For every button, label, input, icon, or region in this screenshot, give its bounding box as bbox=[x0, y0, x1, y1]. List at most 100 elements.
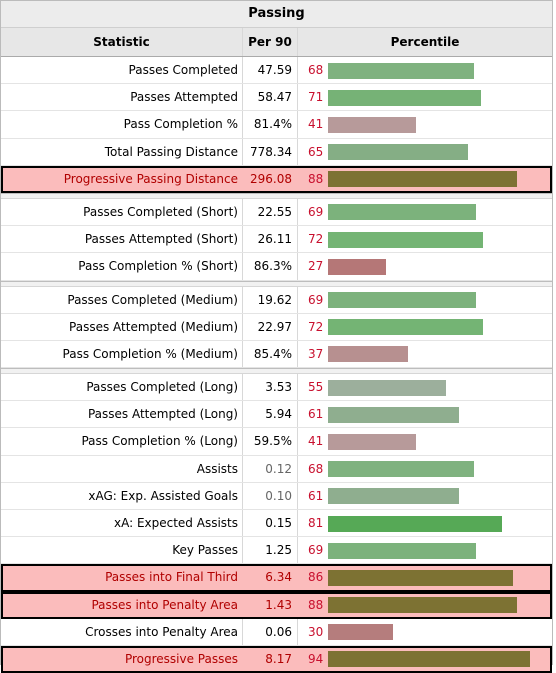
stat-label: Passes Completed bbox=[128, 63, 238, 77]
table-body: Passes Completed 47.59 68 Passes Attempted 5… bbox=[1, 57, 552, 673]
percentile-value: 55 bbox=[308, 380, 324, 395]
percentile-cell: 61 bbox=[298, 483, 552, 509]
percentile-cell: 69 bbox=[298, 287, 552, 313]
percentile-value: 88 bbox=[308, 597, 324, 612]
percentile-bar bbox=[328, 204, 476, 221]
percentile-bar bbox=[328, 144, 468, 161]
group-separator bbox=[1, 280, 552, 287]
percentile-value: 68 bbox=[308, 461, 324, 476]
percentile-value: 69 bbox=[308, 543, 324, 558]
per90-value: 0.06 bbox=[242, 618, 298, 645]
table-title: Passing bbox=[1, 1, 552, 28]
stat-label: Assists bbox=[196, 461, 238, 476]
percentile-cell: 65 bbox=[298, 139, 552, 165]
percentile-cell: 71 bbox=[298, 84, 552, 110]
stat-label: Progressive Passing Distance bbox=[63, 171, 238, 186]
stat-label: Passes into Penalty Area bbox=[91, 597, 238, 612]
stat-label: Total Passing Distance bbox=[104, 144, 238, 159]
stat-label: Passes into Final Third bbox=[105, 570, 238, 585]
table-row: Passes Attempted (Long) 5.94 61 bbox=[1, 401, 552, 429]
percentile-bar bbox=[328, 292, 476, 308]
percentile-value: 41 bbox=[308, 117, 324, 132]
per90-value: 1.43 bbox=[265, 597, 292, 612]
table-row: xAG: Exp. Assisted Goals 0.10 61 bbox=[1, 482, 552, 510]
table-row: Passes Completed (Long) 3.53 55 bbox=[1, 374, 552, 402]
per90-value: 6.34 bbox=[265, 570, 292, 585]
table-row: Pass Completion % 81.4% 41 bbox=[1, 111, 552, 139]
percentile-cell: 68 bbox=[298, 57, 552, 83]
percentile-bar bbox=[328, 62, 474, 79]
stat-label: Passes Attempted (Medium) bbox=[69, 319, 238, 334]
stat-label: Passes Attempted (Long) bbox=[87, 407, 238, 422]
percentile-bar bbox=[328, 569, 513, 586]
percentile-cell: 27 bbox=[298, 253, 552, 279]
table-row: Pass Completion % (Short) 86.3% 27 bbox=[1, 253, 552, 281]
percentile-value: 65 bbox=[308, 144, 324, 159]
percentile-cell: 81 bbox=[298, 510, 552, 536]
percentile-bar bbox=[328, 433, 416, 450]
percentile-value: 72 bbox=[308, 319, 324, 334]
percentile-bar bbox=[328, 542, 476, 559]
per90-value: 22.55 bbox=[242, 198, 298, 226]
per90-value: 778.34 bbox=[242, 138, 298, 165]
table-row: Passes Attempted 58.47 71 bbox=[1, 84, 552, 112]
stat-label: xAG: Exp. Assisted Goals bbox=[88, 488, 238, 503]
percentile-cell: 72 bbox=[298, 226, 552, 252]
table-row: Passes Completed (Short) 22.55 69 bbox=[1, 198, 552, 227]
per90-value: 58.47 bbox=[242, 84, 298, 111]
per90-value: 81.4% bbox=[242, 111, 298, 138]
percentile-cell: 69 bbox=[298, 537, 552, 563]
percentile-value: 68 bbox=[308, 63, 324, 77]
percentile-cell: 88 bbox=[298, 166, 552, 192]
percentile-cell: 86 bbox=[298, 564, 552, 590]
stat-label: xA: Expected Assists bbox=[113, 516, 238, 530]
percentile-value: 69 bbox=[308, 292, 324, 307]
stat-label: Pass Completion % (Medium) bbox=[62, 346, 238, 361]
table-row: Passes Completed (Medium) 19.62 69 bbox=[1, 286, 552, 314]
group-separator bbox=[1, 192, 552, 199]
stat-label: Pass Completion % (Long) bbox=[81, 434, 238, 449]
header-percentile[interactable]: Percentile bbox=[390, 35, 460, 49]
table-row: Crosses into Penalty Area 0.06 30 bbox=[1, 618, 552, 646]
table-row: Key Passes 1.25 69 bbox=[1, 537, 552, 565]
stat-label: Passes Completed (Long) bbox=[86, 380, 238, 395]
table-row: Pass Completion % (Long) 59.5% 41 bbox=[1, 428, 552, 456]
header-statistic[interactable]: Statistic bbox=[93, 35, 150, 49]
stat-label: Passes Completed (Short) bbox=[83, 204, 238, 219]
percentile-value: 41 bbox=[308, 434, 324, 449]
percentile-value: 94 bbox=[308, 651, 324, 666]
stat-label: Passes Completed (Medium) bbox=[67, 292, 238, 307]
table-row: Passes into Penalty Area 1.43 88 bbox=[1, 591, 552, 619]
stat-label: Passes Attempted (Short) bbox=[84, 232, 238, 247]
percentile-cell: 30 bbox=[298, 619, 552, 645]
percentile-bar bbox=[328, 406, 459, 423]
per90-value: 85.4% bbox=[242, 340, 298, 368]
percentile-bar bbox=[328, 231, 483, 248]
percentile-bar bbox=[328, 89, 481, 106]
stat-label: Pass Completion % (Short) bbox=[78, 259, 238, 274]
percentile-value: 72 bbox=[308, 232, 324, 247]
percentile-value: 27 bbox=[308, 259, 324, 274]
percentile-value: 37 bbox=[308, 346, 324, 361]
per90-value: 86.3% bbox=[242, 253, 298, 280]
group-separator bbox=[1, 368, 552, 375]
per90-value: 296.08 bbox=[250, 171, 292, 186]
per90-value: 3.53 bbox=[242, 374, 298, 401]
stat-label: Progressive Passes bbox=[124, 651, 238, 666]
per90-value: 0.12 bbox=[242, 455, 298, 482]
percentile-bar bbox=[328, 258, 386, 275]
per90-value: 0.15 bbox=[242, 510, 298, 537]
header-per90[interactable]: Per 90 bbox=[242, 28, 298, 56]
percentile-bar bbox=[328, 379, 446, 396]
stat-label: Passes Attempted bbox=[130, 90, 238, 105]
percentile-cell: 68 bbox=[298, 456, 552, 482]
percentile-value: 30 bbox=[308, 624, 324, 639]
percentile-value: 69 bbox=[308, 204, 324, 219]
percentile-cell: 94 bbox=[298, 646, 552, 672]
percentile-bar bbox=[328, 461, 474, 478]
table-row: Passes Completed 47.59 68 bbox=[1, 57, 552, 85]
percentile-value: 81 bbox=[308, 516, 324, 530]
percentile-cell: 37 bbox=[298, 341, 552, 367]
table-row: Passes into Final Third 6.34 86 bbox=[1, 564, 552, 592]
table-row: xA: Expected Assists 0.15 81 bbox=[1, 510, 552, 538]
